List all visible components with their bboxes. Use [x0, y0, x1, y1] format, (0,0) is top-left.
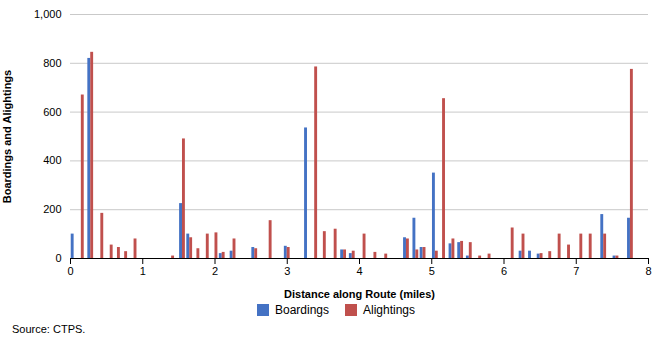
- svg-text:1: 1: [140, 265, 146, 277]
- svg-text:400: 400: [43, 154, 61, 166]
- svg-text:8: 8: [645, 265, 651, 277]
- html-text:Source: CTPS.: Source: CTPS.: [12, 323, 86, 335]
- svg-text:Boardings and Alightings: Boardings and Alightings: [1, 70, 13, 203]
- svg-text:800: 800: [43, 57, 61, 69]
- svg-text:7: 7: [573, 265, 579, 277]
- svg-text:200: 200: [43, 203, 61, 215]
- svg-text:1,000: 1,000: [34, 8, 62, 20]
- svg-text:6: 6: [501, 265, 507, 277]
- svg-text:0: 0: [67, 265, 73, 277]
- svg-text:600: 600: [43, 106, 61, 118]
- html-text:Alightings: Alightings: [363, 303, 415, 317]
- svg-text:5: 5: [429, 265, 435, 277]
- svg-text:0: 0: [55, 252, 61, 264]
- svg-text:3: 3: [284, 265, 290, 277]
- svg-text:Distance along Route (miles): Distance along Route (miles): [284, 288, 435, 300]
- svg-text:2: 2: [212, 265, 218, 277]
- html-text:Boardings: Boardings: [275, 303, 329, 317]
- svg-text:4: 4: [356, 265, 362, 277]
